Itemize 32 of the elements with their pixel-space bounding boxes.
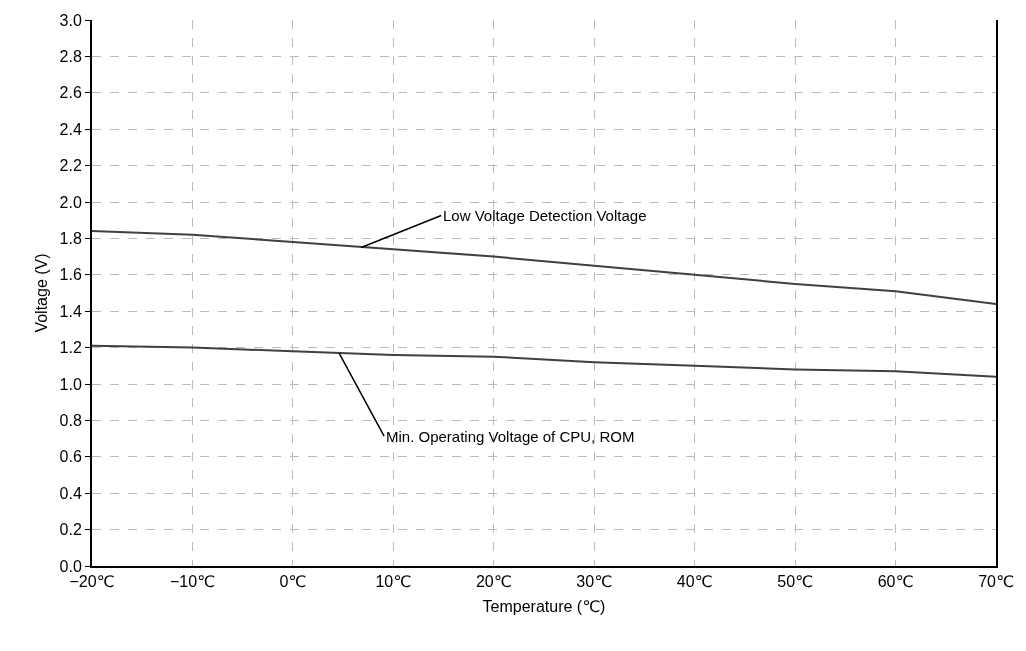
y-axis-title: Voltage (V)	[32, 253, 50, 333]
x-tick-label: 50℃	[777, 573, 814, 591]
y-tick-label: 2.6	[59, 84, 82, 102]
line-series	[92, 344, 996, 378]
y-tick-label: 1.0	[59, 375, 82, 393]
y-tick-label: 0.2	[59, 521, 82, 539]
line-series	[92, 230, 996, 305]
x-tick-label: 10℃	[375, 573, 412, 591]
y-tick-label: 2.4	[59, 120, 82, 138]
y-tick-label: 3.0	[59, 11, 82, 29]
x-tick-label: −10℃	[169, 573, 216, 591]
y-tick-label: 0.0	[59, 557, 82, 575]
x-tick-label: 30℃	[576, 573, 613, 591]
x-axis-title: Temperature (℃)	[482, 598, 606, 616]
x-tick-label: 0℃	[279, 573, 307, 591]
y-tick-label: 2.8	[59, 48, 82, 65]
annotation: Low Voltage Detection Voltage	[443, 207, 647, 224]
y-tick-label: 0.4	[59, 484, 82, 502]
annotation: Min. Operating Voltage of CPU, ROM	[386, 428, 635, 445]
y-tick-label: 2.0	[59, 193, 82, 211]
x-tick-label: 70℃	[978, 573, 1014, 591]
y-tick-label: 1.2	[59, 339, 82, 357]
x-tick-label: −20℃	[69, 573, 115, 591]
y-tick-label: 1.6	[59, 266, 82, 284]
x-tick-label: 60℃	[877, 573, 914, 591]
y-tick-label: 1.4	[59, 302, 82, 320]
x-tick-label: 40℃	[676, 573, 713, 591]
y-tick-label: 2.2	[59, 157, 82, 175]
y-tick-label: 0.8	[59, 412, 82, 429]
x-tick-label: 20℃	[475, 573, 512, 591]
y-tick-label: 1.8	[59, 230, 82, 247]
y-tick-label: 0.6	[59, 448, 82, 466]
